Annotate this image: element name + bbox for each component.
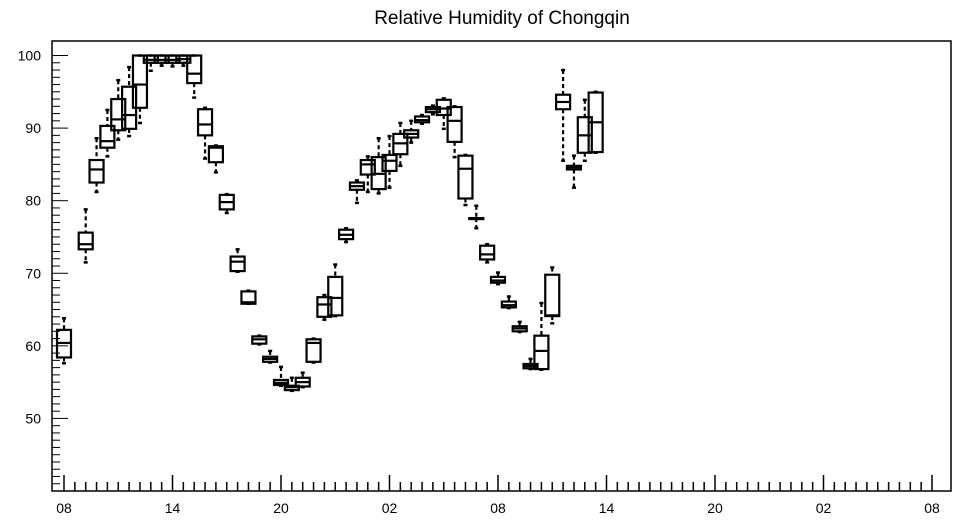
y-tick-label: 80 [25,193,41,209]
box [240,290,257,305]
box-plot [88,137,105,194]
x-tick-label: 20 [273,500,289,516]
box [381,153,398,173]
chart-title: Relative Humidity of Chongqin [374,8,630,29]
box [207,145,224,164]
box [131,54,149,109]
box-plot [511,320,528,334]
box [457,154,474,200]
box [327,275,344,317]
box-plot [175,54,192,67]
y-tick-label: 50 [25,410,41,426]
box-plot [186,54,203,99]
x-tick-label: 08 [924,500,940,516]
box-plot [338,227,355,244]
box [316,296,333,318]
box-plot [359,155,376,194]
box-plot [479,242,496,264]
box-plot [348,179,366,205]
box-plot [262,349,279,364]
box [305,338,322,363]
box-plot [468,204,485,230]
box [77,231,94,251]
x-axis: 08 14 20 02 08 14 20 02 08 [56,475,940,516]
box-plot [305,337,322,364]
box [533,334,550,371]
plot-frame [51,40,952,492]
box-plot [533,301,550,372]
y-tick-label: 90 [25,120,41,136]
y-axis: 50 60 70 80 90 100 [18,48,68,485]
y-tick-label: 100 [18,48,42,64]
box-plot [370,137,387,195]
box [359,158,376,176]
x-tick-label: 02 [382,500,398,516]
x-tick-label: 02 [816,500,832,516]
box [196,108,214,137]
x-tick-label: 20 [707,500,723,516]
box-plot [489,271,507,286]
box-plot [251,334,268,346]
x-tick-label: 08 [56,500,72,516]
box-plot [196,106,214,160]
box [544,273,561,318]
box-plot [457,153,474,207]
box [88,158,105,184]
box-plot [403,119,420,144]
box-plot [544,266,561,325]
box-plot [587,90,604,155]
box-plot [110,78,127,141]
box-plot [131,54,149,125]
x-tick-label: 14 [599,500,615,516]
box-plot [554,68,572,163]
box-plot [77,208,94,264]
box-plot [55,317,73,365]
box-plot [294,371,311,389]
box-plot [381,134,398,189]
box-plot [413,113,431,125]
box-plot [207,144,224,174]
box-plot [565,154,583,189]
y-tick-label: 60 [25,338,41,354]
box-plot [229,248,246,274]
y-tick-label: 70 [25,265,41,281]
box [229,255,246,273]
box-plot [218,192,235,215]
box-plot [327,263,344,318]
box-plot [500,295,517,310]
box [186,54,203,85]
box [446,105,463,143]
x-tick-label: 08 [490,500,506,516]
box-series [55,54,604,393]
box-plot [164,54,181,68]
box-plot [392,121,409,168]
box [99,124,116,149]
box [479,244,496,261]
box-plot [240,289,257,305]
x-tick-label: 14 [165,500,181,516]
box-plot [272,365,290,388]
box-plot [99,108,116,158]
box-plot [446,105,463,159]
